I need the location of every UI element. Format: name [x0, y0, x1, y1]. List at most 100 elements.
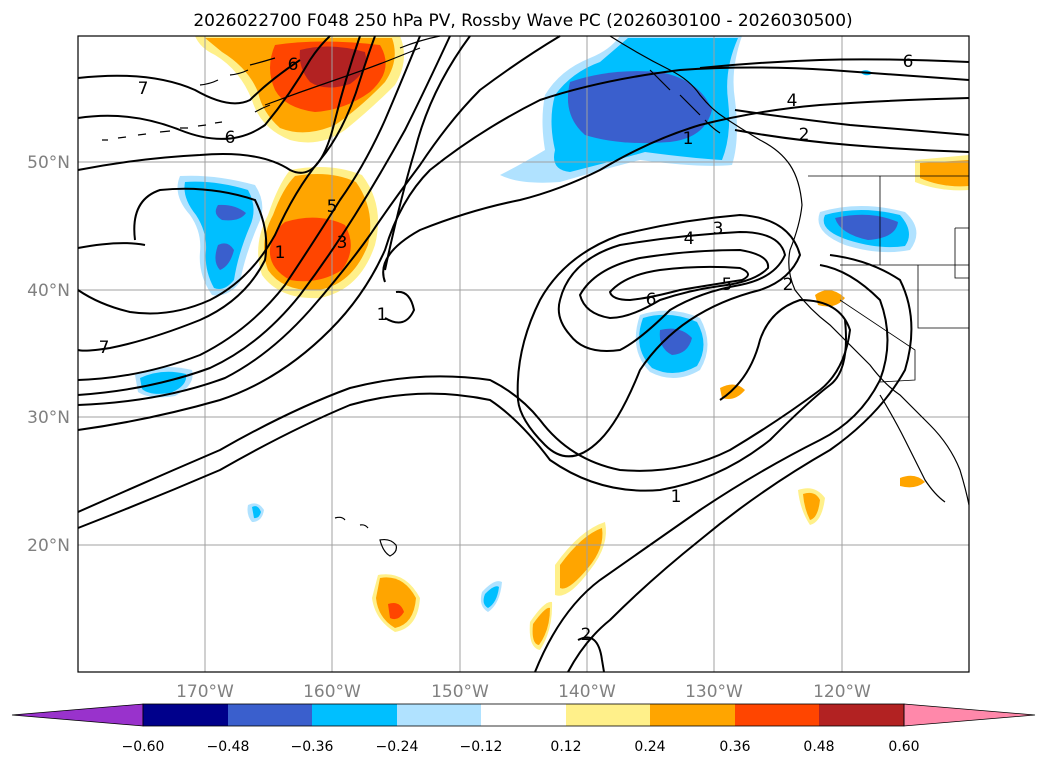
pv-region-alaska-max: [299, 46, 366, 88]
colorbar-tick-label: 0.60: [888, 739, 919, 755]
contour-1-south: [77, 298, 852, 513]
contour-6-east: [699, 58, 970, 69]
map-background: [78, 36, 969, 672]
baja-peninsula: [879, 394, 946, 503]
aleutian-islands: [199, 57, 276, 113]
contour-label: 3: [337, 233, 348, 253]
contour-band-3: [77, 35, 451, 396]
lon-label-150w: 150°W: [431, 682, 489, 702]
bc-islands: [649, 69, 721, 134]
lon-label-160w: 160°W: [303, 682, 361, 702]
us-state-borders: [840, 176, 969, 329]
lon-label-120w: 120°W: [813, 682, 871, 702]
colorbar-extend-left: [11, 703, 144, 727]
contour-band-2: [77, 35, 421, 381]
contour-label: 6: [288, 55, 299, 75]
pv-region-goa-strong: [567, 71, 712, 144]
contour-7-west: [77, 187, 268, 352]
colorbar-segment: [650, 704, 735, 726]
north-american-coast: [399, 35, 970, 506]
contour-2-southern-loop: [577, 636, 605, 673]
contour-band-1: [77, 35, 376, 315]
contour-label: 6: [225, 128, 236, 148]
colorbar-extend-right: [903, 703, 1036, 727]
map-frame: [77, 35, 970, 673]
colorbar-tick-label: 0.36: [719, 739, 750, 755]
lon-label-140w: 140°W: [558, 682, 616, 702]
contour-label: 5: [722, 275, 733, 295]
pv-region-west-strong-b: [215, 243, 234, 270]
contour-label: 2: [799, 125, 810, 145]
pv-region-central-strong: [269, 217, 351, 282]
contour-label: 7: [138, 79, 149, 99]
pv-region-west-strong-a: [215, 204, 246, 221]
colorbar-segment: [566, 704, 650, 726]
figure-title: 2026022700 F048 250 hPa PV, Rossby Wave …: [193, 11, 852, 31]
colorbar-segment: [397, 704, 481, 726]
lat-label-40n: 40°N: [27, 281, 70, 301]
contour-label: 1: [683, 129, 694, 149]
contour-6-north: [77, 35, 331, 140]
pv-region-small-d: [803, 492, 820, 520]
colorbar-tick-label: 0.48: [803, 739, 834, 755]
colorbar-segment: [735, 704, 819, 726]
pv-region-hawaii-strong: [388, 603, 404, 620]
pv-contours: [77, 35, 970, 673]
contour-label: 5: [327, 197, 338, 217]
pv-region-rockies-moderate: [920, 160, 969, 187]
pv-region-small-neg-moderate: [252, 506, 261, 519]
contour-label: 1: [275, 243, 286, 263]
colorbar-tick-label: 0.24: [634, 739, 665, 755]
map-panel: 7 6 6 5 3 1 1 7 6 4 2 1 3 4 5 6 2 1 2: [77, 35, 970, 673]
contour-label: 2: [581, 625, 592, 645]
alaska-peninsula-coast: [264, 47, 421, 106]
contour-4-trough: [557, 230, 787, 352]
pv-region-south-b-moderate: [532, 607, 550, 645]
colorbar-segment: [228, 704, 312, 726]
colorbar-tick-label: −0.48: [207, 739, 250, 755]
colorbar-tick-label: −0.24: [376, 739, 419, 755]
political-borders: [808, 175, 969, 383]
pv-region-coast-strong: [835, 214, 898, 240]
contour-2-middle: [382, 97, 970, 283]
colorbar-segment: [312, 704, 397, 726]
contour-1-south-b: [77, 319, 847, 529]
contour-label: 2: [783, 275, 794, 295]
contour-1-loop: [384, 290, 416, 324]
lon-label-170w: 170°W: [176, 682, 234, 702]
contour-5-north: [77, 35, 361, 174]
colorbar: −0.60 −0.48 −0.36 −0.24 −0.12 0.12 0.24 …: [11, 703, 1036, 755]
contour-label: 1: [671, 487, 682, 507]
lat-label-20n: 20°N: [27, 536, 70, 556]
contour-label: 6: [646, 290, 657, 310]
pv-region-south-neg-moderate: [483, 586, 499, 608]
pv-anomaly-shading: [135, 36, 969, 650]
colorbar-segment: [819, 704, 904, 726]
pv-region-small-e: [900, 475, 925, 488]
contour-3-trough: [516, 213, 802, 458]
contour-5-trough: [578, 248, 770, 320]
longitude-axis: 170°W 160°W 150°W 140°W 130°W 120°W: [176, 682, 871, 702]
lat-label-50n: 50°N: [27, 153, 70, 173]
pv-region-south-a-moderate: [560, 528, 603, 589]
contour-label: 6: [903, 52, 914, 72]
colorbar-frame: [142, 703, 905, 727]
pv-region-hawaii-moderate: [376, 577, 416, 628]
aleutian-chain: [102, 121, 223, 141]
colorbar-segment: [481, 704, 566, 726]
contour-label: 3: [713, 219, 724, 239]
contour-4-east: [734, 109, 970, 136]
latitude-axis: 50°N 40°N 30°N 20°N: [27, 153, 70, 556]
contour-label: 1: [377, 305, 388, 325]
contour-band-5: [384, 35, 471, 271]
colorbar-tick-label: −0.12: [460, 739, 503, 755]
colorbar-tick-label: −0.36: [291, 739, 334, 755]
contour-7-west-tail: [77, 242, 146, 249]
ca-nv-border: [839, 299, 916, 383]
contour-7-north: [77, 59, 301, 105]
colorbar-ticks: −0.60 −0.48 −0.36 −0.24 −0.12 0.12 0.24 …: [122, 739, 920, 755]
colorbar-tick-label: 0.12: [550, 739, 581, 755]
contour-band-4: [77, 35, 561, 406]
contour-1-middle: [77, 66, 970, 431]
